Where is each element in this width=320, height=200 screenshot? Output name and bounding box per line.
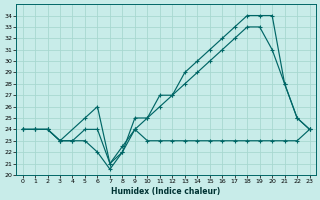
X-axis label: Humidex (Indice chaleur): Humidex (Indice chaleur) — [111, 187, 221, 196]
